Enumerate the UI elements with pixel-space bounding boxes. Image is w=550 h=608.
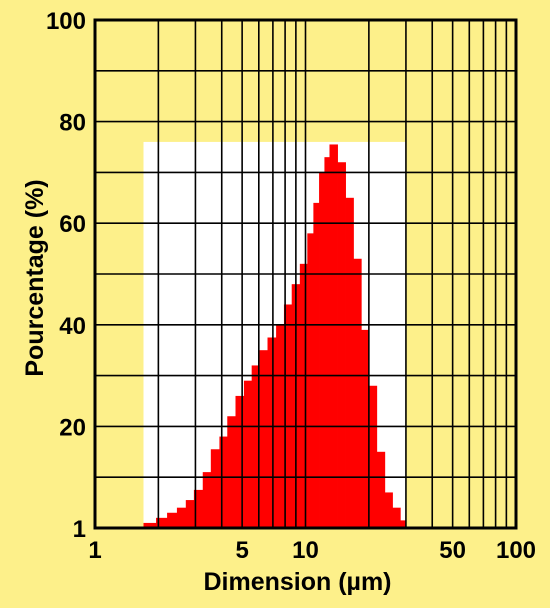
histogram-bar bbox=[267, 337, 277, 528]
histogram-bar bbox=[345, 197, 354, 529]
y-tick-label: 80 bbox=[59, 110, 86, 137]
histogram-bar bbox=[227, 416, 236, 528]
histogram-bar bbox=[176, 507, 187, 528]
histogram-bar bbox=[329, 144, 338, 528]
histogram-bar bbox=[156, 517, 168, 528]
histogram-bar bbox=[219, 436, 228, 528]
histogram-bar bbox=[167, 512, 178, 528]
y-tick-label: 100 bbox=[46, 8, 86, 35]
y-tick-label: 20 bbox=[59, 414, 86, 441]
histogram-bar bbox=[392, 507, 401, 528]
y-tick-label: 40 bbox=[59, 313, 86, 340]
histogram-bar bbox=[202, 472, 212, 528]
y-tick-label: 60 bbox=[59, 211, 86, 238]
x-tick-labels: 1 5 10 50 100 bbox=[88, 537, 536, 564]
x-tick-label: 1 bbox=[88, 537, 101, 564]
histogram-bar bbox=[368, 385, 378, 528]
x-tick-label: 100 bbox=[496, 537, 536, 564]
x-tick-label: 10 bbox=[292, 537, 319, 564]
x-tick-label: 50 bbox=[439, 537, 466, 564]
histogram-bar bbox=[361, 329, 370, 528]
histogram-bar bbox=[353, 258, 362, 528]
plot-frame bbox=[93, 18, 518, 530]
histogram-bar bbox=[324, 157, 330, 528]
y-tick-label: 1 bbox=[73, 516, 86, 543]
histogram-bar bbox=[319, 172, 325, 528]
histogram-bar bbox=[193, 489, 204, 528]
histogram-bar bbox=[251, 365, 260, 528]
histogram-bar bbox=[210, 449, 220, 528]
y-tick-labels: 1 20 40 60 80 100 bbox=[46, 8, 86, 543]
histogram-bar bbox=[384, 492, 393, 528]
histogram-bar bbox=[299, 263, 308, 528]
histogram-bar bbox=[143, 522, 157, 528]
y-axis-title: Pourcentage (%) bbox=[21, 179, 49, 376]
histogram-bar bbox=[307, 233, 314, 529]
histogram-bar bbox=[185, 500, 195, 528]
x-axis-title: Dimension (µm) bbox=[203, 568, 391, 596]
x-tick-label: 5 bbox=[235, 537, 248, 564]
histogram-bar bbox=[283, 304, 293, 528]
histogram-bar bbox=[243, 380, 253, 528]
histogram-bar bbox=[400, 520, 407, 528]
histogram-bar bbox=[235, 395, 245, 528]
histogram-bar bbox=[376, 451, 386, 528]
histogram-bar bbox=[313, 202, 320, 528]
grid-lines bbox=[95, 20, 516, 528]
histogram-bar bbox=[259, 350, 268, 528]
histogram-bar bbox=[337, 162, 346, 529]
